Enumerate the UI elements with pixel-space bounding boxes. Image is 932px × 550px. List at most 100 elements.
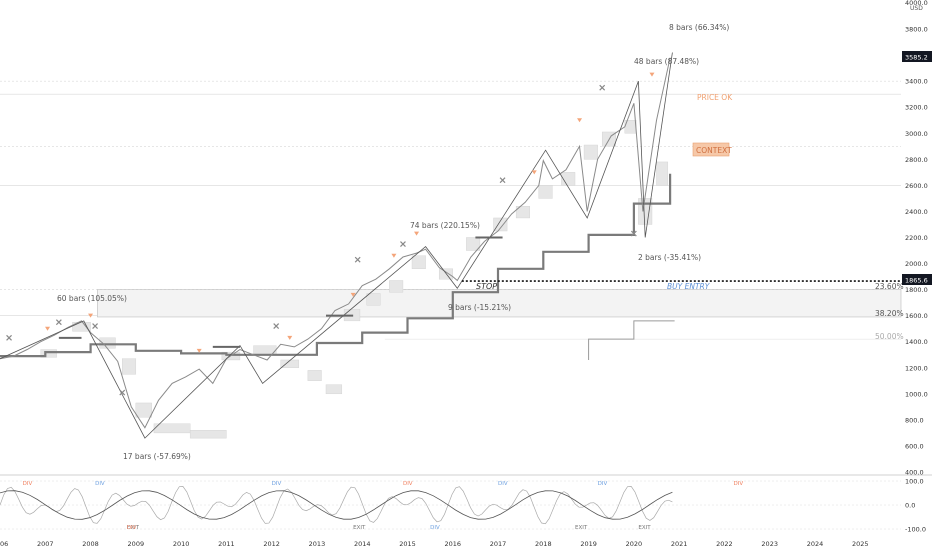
consolidation-box [135,402,152,418]
annotation-8-bars: 8 bars (66.34%) [669,23,729,32]
oscillator-label: EXIT [575,525,588,531]
fib-label-23-6: 23.60% [875,282,904,291]
time-tick-label: 2024 [807,540,824,548]
price-tick-label: 3200.0 [905,104,928,112]
x-marker [499,177,506,184]
time-tick-label: 2014 [354,540,371,548]
oscillator-line [0,486,673,525]
sell-signal-marker [196,348,202,353]
oscillator-tick-label: -100.0 [905,526,926,534]
currency-label: USD [910,5,923,12]
oscillator-label: EXIT [638,525,651,531]
zigzag-line [0,52,673,439]
oscillator-label: DIV [598,481,608,487]
time-tick-label: 2020 [626,540,643,548]
oscillator-label: DIV [272,481,282,487]
consolidation-box [307,370,322,382]
x-marker [119,389,126,396]
x-marker [599,84,606,91]
x-marker [6,334,12,341]
trailing-stop-line [0,173,672,358]
x-marker [400,241,406,247]
fib-label-38-2: 38.20% [875,309,904,318]
fib-label-50: 50.00% [875,332,904,341]
time-tick-label: 2018 [535,540,552,548]
time-tick-label: 2010 [173,540,190,548]
annotation-2-bars: 2 bars (-35.41%) [638,253,701,262]
level-price-value: 1865.6 [905,277,928,285]
price-tick-label: 3800.0 [905,26,928,34]
consolidation-box [40,349,57,358]
sell-signal-marker [391,253,397,258]
consolidation-box [583,144,598,160]
oscillator-label: DIV [95,481,105,487]
consolidation-box [466,237,481,251]
oscillator-label: DIV [498,481,508,487]
sell-signal-marker [649,72,655,77]
price-tick-label: 2800.0 [905,156,928,164]
level-price-badge: 1865.6 [902,274,932,285]
price-layer [0,57,671,429]
price-tick-label: 3400.0 [905,78,928,86]
price-line [0,57,671,429]
sell-signal-marker [531,170,537,175]
consolidation-box [280,359,300,368]
time-tick-label: 2006 [0,540,8,548]
oscillator-tick-label: 100.0 [905,478,924,486]
price-tick-label: 1400.0 [905,338,928,346]
annotation-stop: STOP [476,282,497,291]
oscillator-label: DIV [23,481,33,487]
consolidation-box [411,255,426,269]
annotation-60-bars: 60 bars (105.05%) [57,294,127,303]
price-tick-label: 400.0 [905,469,924,477]
oscillator-label: DIV [127,525,137,531]
consolidation-box [493,217,508,232]
consolidation-box [366,293,381,306]
oscillator-label: EXIT [127,525,140,531]
x-marker [630,230,637,237]
time-axis[interactable]: 2006 2007 2008 2009 2010 2011 2012 2013 2014 2015… [0,540,869,548]
last-price-value: 3585.2 [905,54,928,62]
price-axis[interactable]: 400.0 600.0 800.0 1000.0 1200.0 1400.0 1600.0 1… [905,0,928,477]
sell-signal-marker [577,118,583,123]
consolidation-box [153,423,191,434]
sell-signal-marker [350,292,356,297]
oscillator-axis[interactable]: 100.0 0.0 -100.0 [905,478,926,534]
annotation-context: CONTEXT [696,146,732,155]
price-tick-label: 1200.0 [905,364,928,372]
annotation-price-ok: PRICE OK [697,93,733,102]
fib-zone [97,289,902,318]
time-tick-label: 2019 [580,540,597,548]
oscillator-label: DIV [430,525,440,531]
price-tick-label: 2600.0 [905,182,928,190]
price-tick-label: 600.0 [905,442,924,450]
time-tick-label: 2016 [444,540,461,548]
time-tick-label: 2012 [263,540,280,548]
x-marker [354,256,361,263]
time-tick-label: 2015 [399,540,416,548]
consolidation-box [515,206,530,219]
projection-step-line [588,320,675,360]
consolidation-box [638,198,653,225]
time-tick-label: 2022 [716,540,733,548]
time-tick-label: 2011 [218,540,235,548]
sell-signal-marker [88,313,94,318]
x-marker [55,319,62,326]
price-tick-label: 1000.0 [905,390,928,398]
consolidation-box [122,358,137,375]
time-tick-label: 2025 [852,540,869,548]
last-price-badge: 3585.2 [902,51,932,62]
oscillator-signal-line [0,490,673,520]
oscillator-pane: DIVEXITDIVDIVDIVEXITDIVDIVDIVEXITDIVEXIT… [0,480,901,531]
sell-signal-marker [45,326,51,331]
sell-signal-marker [414,231,420,236]
trailing-stop-layer [0,173,675,360]
annotation-74-bars: 74 bars (220.15%) [410,221,480,230]
price-tick-label: 1800.0 [905,286,928,294]
time-tick-label: 2007 [37,540,54,548]
context-label-box [692,142,730,157]
price-tick-label: 2000.0 [905,260,928,268]
drawing-shapes [40,120,902,439]
